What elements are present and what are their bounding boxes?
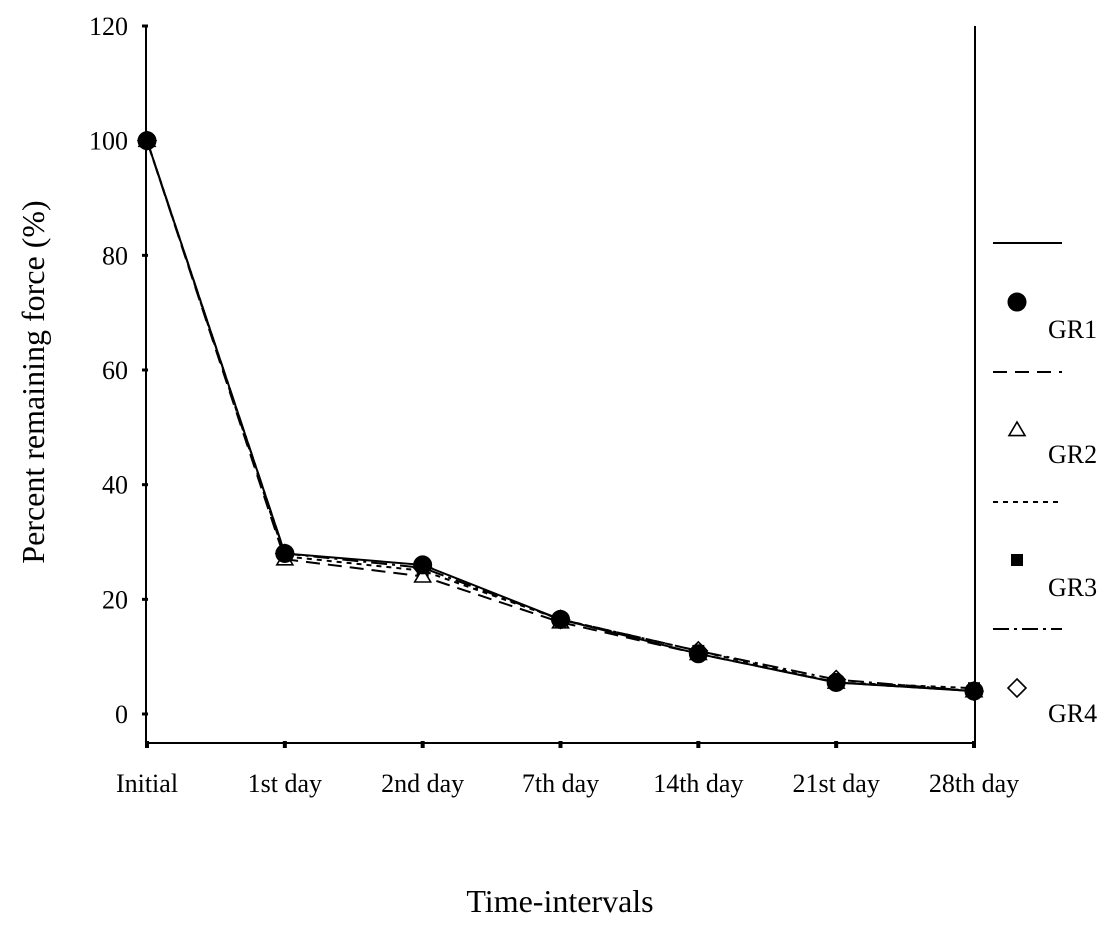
data-point [413,566,433,583]
legend-item-gr1: GR1 [993,242,1097,344]
series-line [146,140,975,690]
x-tick-label: 21st day [792,769,879,798]
series-gr1 [137,131,984,701]
data-point [413,555,433,575]
axes [145,26,976,744]
legend-item-gr3: GR3 [993,501,1097,602]
series-line [146,140,975,693]
series-line [146,140,975,693]
legend: GR1 GR2 GR3 GR4 [993,242,1097,728]
y-tick-label: 100 [89,127,128,156]
legend-marker-swatch [1011,554,1023,566]
y-tick-label: 0 [115,700,128,729]
x-tick-label: 14th day [653,769,743,798]
x-tick-label: 7th day [522,769,599,798]
y-axis-title: Percent remaining force (%) [15,200,51,563]
x-tick-label: 1st day [248,769,322,798]
series-line [146,140,975,693]
data-point [275,543,295,563]
legend-marker-swatch [1007,420,1027,437]
y-tick-label: 60 [102,356,128,385]
y-ticks: 0 20 40 60 80 100 120 [89,12,148,729]
legend-label: GR2 [1048,440,1097,469]
y-tick-label: 80 [102,241,128,270]
legend-label: GR4 [1048,699,1097,728]
y-tick-label: 120 [89,12,128,41]
legend-label: GR3 [1048,573,1097,602]
legend-item-gr4: GR4 [993,628,1097,728]
legend-item-gr2: GR2 [993,371,1097,469]
x-ticks: Initial 1st day 2nd day 7th day 14th day 21st… [116,741,1019,798]
x-tick-label: 2nd day [381,769,464,798]
legend-label: GR1 [1048,315,1097,344]
x-axis-title: Time-intervals [466,883,653,919]
data-point [964,681,984,701]
data-point [688,644,708,664]
x-tick-label: Initial [116,769,178,798]
x-tick-label: 28th day [929,769,1019,798]
data-point [826,672,846,692]
data-point [137,131,157,151]
data-point [551,609,570,629]
legend-marker-swatch [1006,677,1028,699]
legend-marker-swatch [1007,292,1027,312]
y-tick-label: 20 [102,585,128,614]
y-tick-label: 40 [102,471,128,500]
series [136,130,985,702]
